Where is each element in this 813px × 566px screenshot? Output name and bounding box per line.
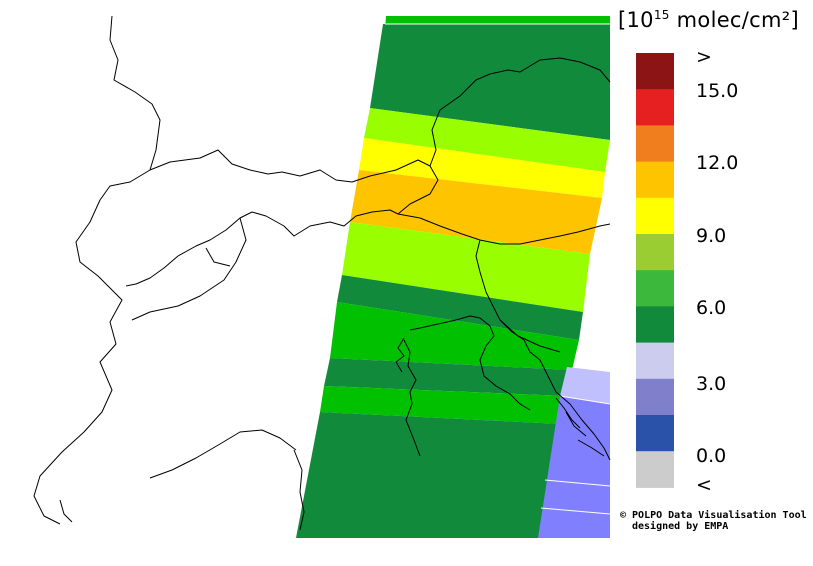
credit-line-1: © POLPO Data Visualisation Tool (620, 510, 807, 521)
slovenia-border (475, 239, 561, 353)
swath-band-12 (560, 367, 610, 404)
tuscany-border (293, 449, 305, 531)
satellite-swath (296, 16, 611, 538)
legend-title-unit: molec/cm²] (669, 8, 799, 32)
country-borders (33, 15, 611, 531)
swath-band-5 (350, 170, 602, 254)
legend-label-12: 12.0 (696, 152, 739, 174)
credit-text: © POLPO Data Visualisation Tool designed… (620, 510, 807, 532)
legend-label-0: 0.0 (696, 445, 727, 467)
legend-label-under: < (696, 474, 712, 496)
legend-label-3: 3.0 (696, 373, 727, 395)
croatian-islands (555, 397, 605, 457)
inner-italy-border (131, 217, 247, 321)
po-delta (395, 337, 405, 373)
swath-band-2 (370, 24, 610, 140)
legend-title: [1015 molec/cm²] (618, 8, 799, 32)
swath-scan-line (540, 507, 611, 515)
legend-label-9: 9.0 (696, 225, 727, 247)
swath-band-11 (296, 412, 562, 538)
credit-line-2: designed by EMPA (632, 521, 729, 532)
austria-italy-border (397, 213, 611, 245)
venice-lagoon (403, 339, 421, 457)
legend-label-15: 15.0 (696, 80, 739, 102)
legend-title-exponent: 15 (653, 8, 670, 22)
swath-band-9 (324, 358, 572, 396)
ligurian-coast (149, 429, 297, 479)
legend-label-over: > (696, 46, 712, 68)
swath-band-3 (364, 108, 610, 172)
legend-label-6: 6.0 (696, 297, 727, 319)
swath-band-10 (320, 386, 566, 424)
swath-scan-line (544, 479, 611, 487)
swath-band-4 (359, 138, 605, 198)
france-italy-border (33, 15, 161, 525)
swath-scan-line (559, 395, 611, 405)
swath-band-8 (330, 302, 579, 370)
croatia-coastline (499, 319, 611, 461)
swath-band-6 (342, 222, 590, 312)
swath-band-7 (337, 275, 583, 340)
italy-coastline (409, 315, 531, 411)
corsica-fragment (59, 499, 73, 523)
legend-title-bracket: [10 (618, 8, 654, 32)
germany-austria-border (429, 57, 611, 167)
